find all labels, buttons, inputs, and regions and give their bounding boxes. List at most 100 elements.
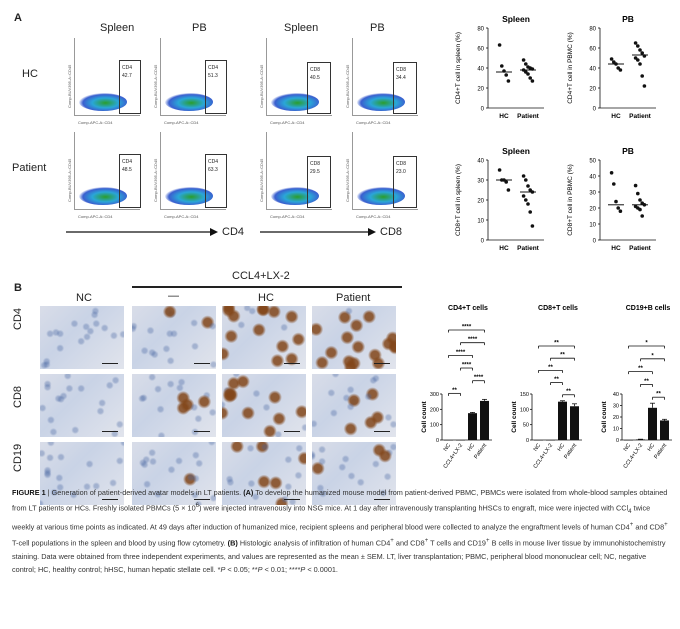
y-tick-label: 0 <box>481 107 485 113</box>
scatter-cd4-pb: PB CD4+T cell in PBMC (%) 0 20 40 60 80 HC Patie… <box>567 14 656 120</box>
y-tick-label: 10 <box>589 223 596 229</box>
flow-plot: CD4 51.3 <box>160 38 227 116</box>
flow-header-pb-cd8: PB <box>370 22 385 34</box>
flow-y-axis-label: Comp-BUV395-A::CD45 <box>67 64 72 108</box>
panel-a-label: A <box>14 12 22 24</box>
col-header-nc: NC <box>76 292 92 304</box>
x-category-label: Patient <box>629 113 652 120</box>
bar <box>468 413 477 440</box>
data-point <box>638 207 642 212</box>
scale-bar <box>194 498 210 500</box>
data-point <box>636 44 640 48</box>
data-point <box>500 64 504 68</box>
data-point <box>642 54 647 58</box>
scatter-cd8-pb: PB CD8+T cell in PBMC (%) 0 10 20 30 40 50 HC Pat… <box>567 146 656 252</box>
ihc-tissue-image <box>40 442 124 505</box>
x-category-label: Patient <box>517 113 540 120</box>
data-point <box>636 191 640 196</box>
y-tick-label: 100 <box>520 407 529 413</box>
flow-x-axis-label: Comp-APC-A::CD4 <box>164 214 199 219</box>
flow-y-axis-label: Comp-BUV395-A::CD45 <box>153 158 158 202</box>
cell-population-density <box>79 93 127 111</box>
scale-bar <box>284 498 300 500</box>
axis-cd4-label: CD4 <box>222 226 245 238</box>
flow-plot: CD8 40.5 <box>266 38 332 116</box>
gate-value: 34.4 <box>396 75 406 81</box>
chart-title: PB <box>622 14 634 24</box>
data-point <box>530 79 535 83</box>
y-tick-label: 20 <box>589 87 596 93</box>
data-point <box>526 72 530 76</box>
caption-a-text: twice weekly at various time points as i… <box>12 503 651 532</box>
ihc-tissue-image <box>312 306 396 369</box>
gate-value: 29.5 <box>310 169 320 175</box>
ihc-tissue-image <box>132 374 216 437</box>
flow-plot: CD4 48.5 <box>74 132 141 210</box>
y-tick-label: 10 <box>613 427 619 433</box>
gate-value: 63.3 <box>208 167 218 173</box>
bar <box>456 440 465 441</box>
caption-title: Generation of patient-derived avatar mod… <box>51 488 242 497</box>
ccl4-group-header: CCL4+LX-2 <box>232 270 290 282</box>
gate-rectangle <box>205 154 227 208</box>
caption-sup: + <box>390 537 394 545</box>
significance-stars: * <box>645 341 648 347</box>
caption-sup: 6 <box>195 502 200 510</box>
data-point <box>530 224 535 228</box>
gate-name: CD8 <box>396 161 407 167</box>
row-label-cd8: CD8 <box>12 385 24 408</box>
ihc-tissue-image <box>222 442 306 505</box>
gate-name: CD4 <box>122 159 133 165</box>
data-point <box>638 198 642 202</box>
row-label-cd19: CD19 <box>12 443 24 472</box>
bar <box>546 440 555 441</box>
x-category-label: HC <box>611 113 621 120</box>
x-category-label: HC <box>611 245 621 252</box>
caption-sup: + <box>485 537 490 545</box>
ihc-tissue-image <box>222 306 306 369</box>
data-point <box>530 67 535 71</box>
y-tick-label: 0 <box>616 438 619 444</box>
y-tick-label: 20 <box>477 87 484 93</box>
significance-stars: ** <box>452 388 457 394</box>
caption-a-text: and CD8 <box>633 522 665 532</box>
y-tick-label: 30 <box>613 404 619 410</box>
significance-stars: ** <box>560 353 565 359</box>
scale-bar <box>374 362 390 364</box>
flow-x-axis-label: Comp-APC-A::CD4 <box>356 120 391 125</box>
data-point <box>618 68 623 72</box>
gate-rectangle <box>393 62 417 114</box>
flow-axis-arrows <box>66 228 376 236</box>
scale-bar <box>284 362 300 364</box>
caption-a-text: T-cell populations in the spleen and blo… <box>12 538 226 548</box>
caption-b-text: < 0.01; **** <box>262 565 301 575</box>
chart-title: CD19+B cells <box>626 305 671 312</box>
significance-stars: **** <box>474 375 484 381</box>
y-tick-label: 30 <box>589 191 596 197</box>
flow-x-axis-label: Comp-APC-A::CD4 <box>270 214 305 219</box>
flow-y-axis-label: Comp-BUV395-A::CD45 <box>259 64 264 108</box>
bar <box>660 420 669 440</box>
chart-title: CD8+T cells <box>538 305 578 312</box>
gate-name: CD4 <box>208 65 219 71</box>
ihc-tissue-image <box>132 306 216 369</box>
flow-y-axis-label: Comp-BUV395-A::CD45 <box>67 158 72 202</box>
gate-name: CD8 <box>396 67 407 73</box>
x-category-label: NC <box>623 443 632 453</box>
y-tick-label: 20 <box>613 415 619 421</box>
data-point <box>526 202 530 206</box>
group-header-rule <box>132 286 402 288</box>
data-point <box>497 43 502 47</box>
caption-b-text: B cells in mouse liver tissue by immunoh… <box>12 538 666 575</box>
data-point <box>521 174 526 178</box>
ihc-tissue-image <box>132 442 216 505</box>
x-category-label: HC <box>557 443 566 453</box>
y-tick-label: 0 <box>593 107 597 113</box>
y-tick-label: 150 <box>520 392 529 398</box>
y-tick-label: 40 <box>589 67 596 73</box>
data-point <box>506 188 511 192</box>
cell-population-density <box>165 93 213 111</box>
gate-rectangle <box>307 62 331 114</box>
